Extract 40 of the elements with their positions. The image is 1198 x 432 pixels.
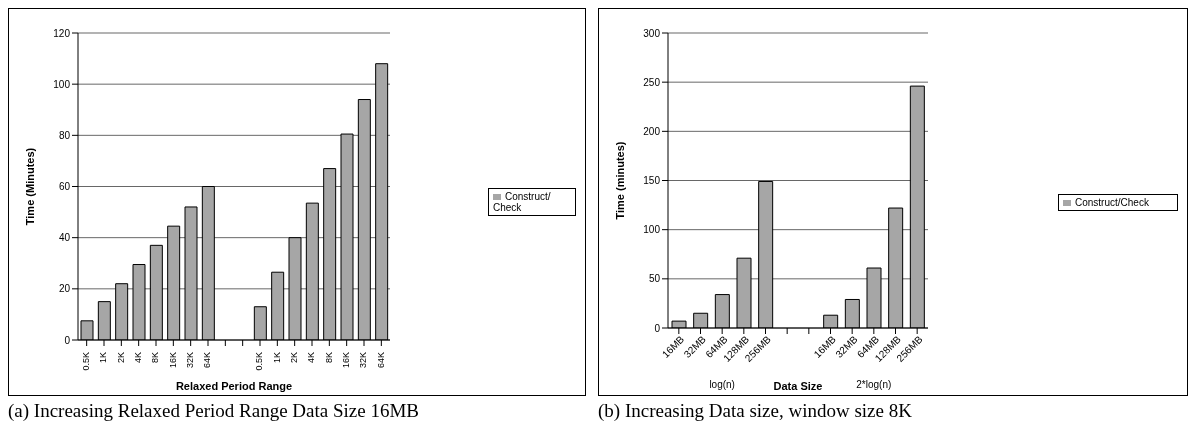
x-tick-label: 1K bbox=[271, 352, 282, 364]
text: (b) Increasing Data size, window size 8K bbox=[598, 400, 912, 422]
x-tick-label: 32K bbox=[358, 352, 369, 369]
y-tick-label: 0 bbox=[64, 334, 71, 346]
x-tick-label: 16K bbox=[341, 352, 352, 369]
y-tick-label: 80 bbox=[58, 129, 71, 141]
x-tick-label: 4K bbox=[133, 352, 144, 364]
x-tick-label: 2K bbox=[115, 352, 126, 364]
y-tick-label: 100 bbox=[53, 78, 71, 90]
x-tick-label: 1K bbox=[98, 352, 109, 364]
x-tick-label: 32K bbox=[185, 352, 196, 369]
text: 2*log(n) bbox=[856, 379, 892, 390]
x-tick-label: 8K bbox=[323, 352, 334, 364]
y-tick-label: 200 bbox=[643, 125, 661, 137]
x-tick-label: 0.5K bbox=[254, 352, 265, 371]
y-axis-title: Time (Minutes) bbox=[23, 147, 36, 226]
x-tick-label: 16K bbox=[167, 352, 178, 369]
x-axis-title: Relaxed Period Range bbox=[175, 380, 293, 392]
y-tick-label: 250 bbox=[643, 76, 661, 88]
y-tick-label: 120 bbox=[53, 27, 71, 39]
y-tick-label: 150 bbox=[643, 175, 661, 187]
y-tick-label: 300 bbox=[643, 27, 661, 39]
text: (a) Increasing Relaxed Period Range Data Size 16MB bbox=[8, 400, 420, 422]
y-tick-label: 20 bbox=[58, 283, 71, 295]
y-tick-label: 40 bbox=[58, 232, 71, 244]
y-tick-label: 60 bbox=[58, 181, 71, 193]
legend-label: Construct/ Check bbox=[493, 191, 551, 213]
y-axis-title: Time (minutes) bbox=[613, 141, 626, 220]
y-tick-label: 50 bbox=[648, 273, 661, 285]
x-tick-label: 4K bbox=[306, 352, 317, 364]
text: log(n) bbox=[709, 379, 735, 390]
x-axis-title: Data Size bbox=[773, 380, 823, 392]
x-tick-label: 8K bbox=[150, 352, 161, 364]
y-tick-label: 100 bbox=[643, 224, 661, 236]
x-tick-label: 2K bbox=[289, 352, 300, 364]
x-tick-label: 0.5K bbox=[81, 352, 92, 371]
x-tick-label: 64K bbox=[202, 352, 213, 369]
legend-label: Construct/Check bbox=[1075, 196, 1149, 208]
y-tick-label: 0 bbox=[654, 322, 661, 334]
x-tick-label: 64K bbox=[375, 352, 386, 369]
